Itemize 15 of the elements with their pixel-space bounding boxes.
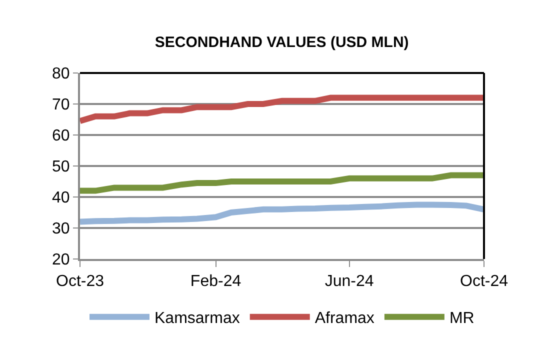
- y-tick-label: 30: [52, 220, 70, 238]
- legend-label: Aframax: [314, 310, 374, 328]
- x-tick-label: Oct-23: [56, 273, 104, 290]
- chart-title: SECONDHAND VALUES (USD MLN): [154, 34, 409, 51]
- y-tick-label: 20: [52, 252, 70, 269]
- y-tick-label: 80: [52, 66, 70, 83]
- y-tick-label: 50: [52, 158, 70, 176]
- x-tick-label: Feb-24: [190, 273, 242, 290]
- legend-label: MR: [449, 310, 474, 328]
- x-tick-label: Jun-24: [324, 273, 374, 290]
- x-tick-label: Oct-24: [460, 273, 508, 290]
- legend-label: Kamsarmax: [154, 310, 240, 328]
- y-tick-label: 70: [52, 96, 70, 114]
- y-tick-label: 40: [52, 190, 70, 207]
- y-tick-label: 60: [52, 128, 70, 145]
